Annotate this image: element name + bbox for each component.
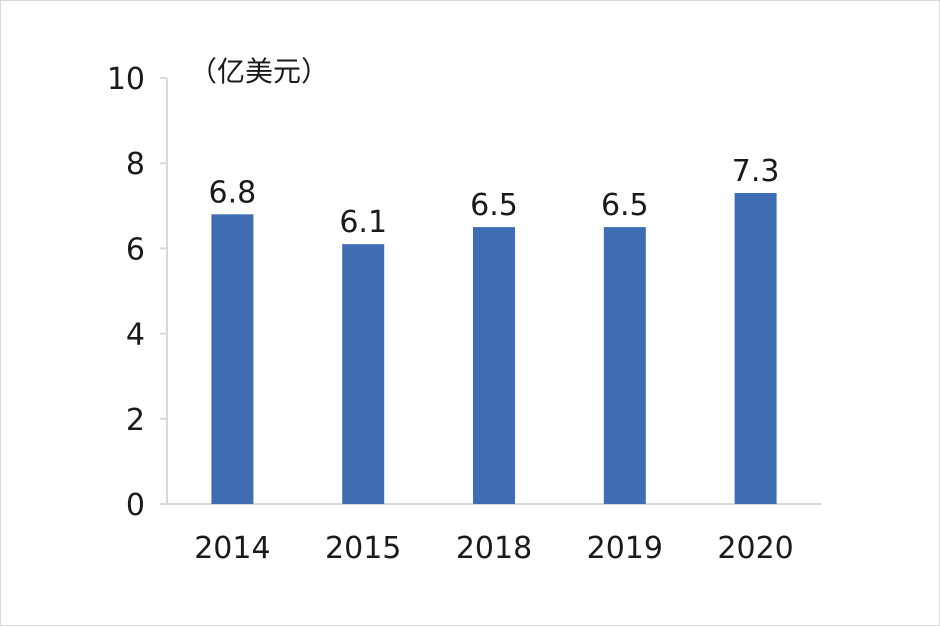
data-label: 6.8: [209, 175, 257, 210]
bar-2020: [735, 193, 777, 504]
y-tick-label: 4: [126, 318, 145, 353]
x-tick-label: 2015: [325, 531, 401, 566]
bar-2015: [342, 244, 384, 504]
bar-2014: [211, 214, 253, 504]
bar-2019: [604, 227, 646, 504]
x-tick-label: 2018: [456, 531, 532, 566]
bars-group: [211, 193, 776, 504]
x-tick-label: 2020: [717, 531, 793, 566]
y-tick-label: 6: [126, 232, 145, 267]
y-tick-label: 10: [107, 62, 145, 97]
bar-2018: [473, 227, 515, 504]
data-label: 7.3: [732, 154, 780, 189]
data-label: 6.1: [339, 205, 387, 240]
y-unit-label: （亿美元）: [189, 55, 329, 88]
y-axis: 0 2 4 6 8 10: [107, 62, 167, 523]
data-label: 6.5: [601, 188, 649, 223]
x-tick-label: 2019: [587, 531, 663, 566]
y-tick-label: 0: [126, 488, 145, 523]
y-tick-label: 8: [126, 147, 145, 182]
category-labels-group: 2014 2015 2018 2019 2020: [194, 531, 794, 566]
y-tick-label: 2: [126, 403, 145, 438]
x-tick-label: 2014: [194, 531, 270, 566]
data-label: 6.5: [470, 188, 518, 223]
